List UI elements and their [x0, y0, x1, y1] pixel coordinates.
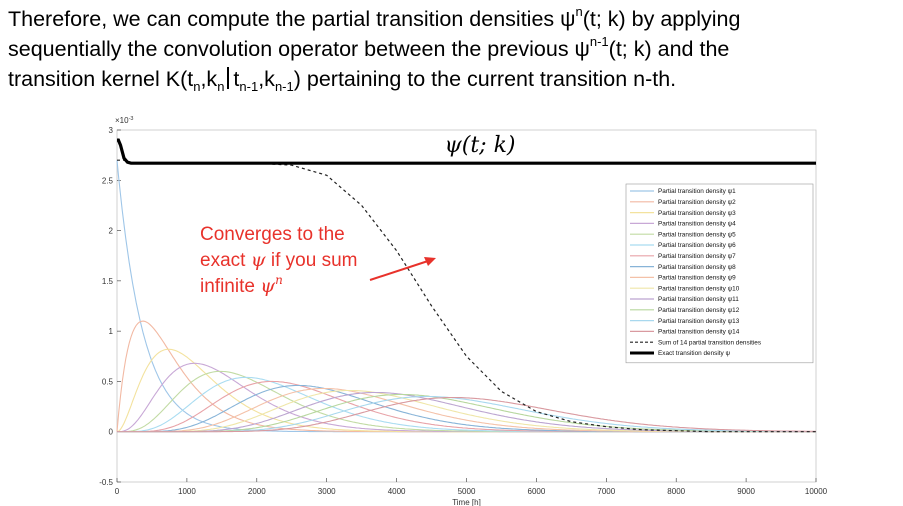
legend-box: [625, 183, 814, 364]
intro-line-2-end: (t; k) and the: [608, 37, 730, 61]
exact-line: [116, 138, 816, 165]
x-tick-label: 8000: [667, 487, 685, 496]
intro-line-1-end: (t; k) by applying: [582, 7, 741, 31]
annotation-arrow-head: [424, 257, 436, 266]
series-line-6: [117, 376, 816, 433]
sum-line: [117, 159, 816, 433]
exact-series: [116, 138, 816, 165]
annotation-psi: ψ: [251, 249, 267, 271]
x-tick-label: 4000: [388, 487, 406, 496]
intro-line-3-sub1: n: [193, 79, 201, 94]
legend-label: Partial transition density ψ8: [658, 264, 736, 271]
intro-line-1-text: Therefore, we can compute the partial tr…: [8, 7, 576, 31]
intro-line-3-b: ,k: [200, 67, 218, 91]
series-line-12: [117, 393, 816, 433]
x-tick-label: 3000: [318, 487, 336, 496]
legend-label: Partial transition density ψ5: [658, 231, 736, 238]
intro-line-3-e: ) pertaining to the current transition n…: [293, 67, 677, 91]
x-tick-label: 1000: [178, 487, 196, 496]
annotation-line-3: infinite ψn: [200, 273, 283, 297]
y-exponent-label: ×10-3: [115, 116, 133, 125]
legend-label: Partial transition density ψ6: [658, 242, 736, 249]
intro-line-3-d: ,k: [258, 67, 275, 91]
intro-text: Therefore, we can compute the partial tr…: [8, 4, 898, 94]
intro-line-3-sub4: n-1: [274, 79, 294, 94]
y-tick-label: 3: [109, 126, 114, 135]
series-line-5: [117, 370, 816, 433]
y-exponent-power: -3: [129, 116, 134, 122]
annotation-line-3-pre: infinite: [200, 276, 260, 297]
x-tick-label: 7000: [597, 487, 615, 496]
series-line-14: [117, 396, 816, 433]
legend-label: Partial transition density ψ2: [658, 199, 736, 206]
x-tick-label: 0: [115, 487, 120, 496]
intro-line-2-text: sequentially the convolution operator be…: [8, 37, 590, 61]
x-tick-label: 5000: [458, 487, 476, 496]
x-tick-label: 6000: [528, 487, 546, 496]
legend-label: Partial transition density ψ12: [658, 307, 740, 314]
axes: 0 1000 2000 3000 4000 5000 6000 7000 8000 9000 100…: [99, 116, 827, 506]
intro-line-2: sequentially the convolution operator be…: [8, 34, 898, 64]
annotation-psi-n-sup: n: [275, 273, 283, 287]
legend-label: Partial transition density ψ11: [658, 296, 739, 303]
intro-line-2-sup: n-1: [589, 34, 609, 49]
conditional-bar: [227, 67, 230, 89]
legend-label-sum: Sum of 14 partial transition densities: [658, 339, 761, 346]
x-tick-label: 9000: [737, 487, 755, 496]
annotation-line-2-pre: exact: [200, 250, 251, 271]
sum-series: [117, 159, 816, 433]
x-axis-label: Time [h]: [452, 498, 481, 506]
annotation-line-2-post: if you sum: [266, 250, 358, 271]
intro-line-1-sup: n: [575, 4, 583, 19]
intro-line-3-c: t: [233, 67, 240, 91]
intro-line-3-sub3: n-1: [239, 79, 259, 94]
legend-label: Partial transition density ψ3: [658, 210, 736, 217]
y-tick-label: 2.5: [102, 176, 114, 185]
legend-label: Partial transition density ψ7: [658, 253, 736, 260]
y-tick-label: 1.5: [102, 277, 114, 286]
x-tick-label: 10000: [805, 487, 828, 496]
y-tick-label: -0.5: [99, 478, 113, 487]
legend-label-exact: Exact transition density ψ: [658, 350, 730, 357]
legend: Partial transition density ψ1 Partial tra…: [625, 183, 814, 364]
annotation-line-2: exact ψ if you sum: [200, 249, 357, 271]
legend-label: Partial transition density ψ14: [658, 329, 740, 336]
intro-line-3: transition kernel K(tn,kn tn-1,kn-1) pert…: [8, 64, 898, 94]
x-tick-label: 2000: [248, 487, 266, 496]
intro-line-3-a: transition kernel K(t: [8, 67, 194, 91]
series-line-8: [117, 384, 816, 433]
intro-line-3-sub2: n: [217, 79, 225, 94]
legend-label: Partial transition density ψ9: [658, 275, 736, 282]
annotation-arrow: [369, 257, 436, 281]
annotation-line-1: Converges to the: [200, 224, 345, 245]
legend-label: Partial transition density ψ10: [658, 285, 740, 292]
y-tick-label: 0: [109, 428, 114, 437]
y-tick-label: 1: [109, 327, 114, 336]
annotation-psi-n: ψ: [260, 275, 276, 297]
legend-label: Partial transition density ψ4: [658, 221, 736, 228]
legend-label: Partial transition density ψ13: [658, 318, 740, 325]
chart-title: ψ(t; k): [445, 133, 516, 158]
intro-line-1: Therefore, we can compute the partial tr…: [8, 4, 898, 34]
annotation-arrow-line: [369, 260, 429, 281]
legend-label: Partial transition density ψ1: [658, 188, 736, 195]
y-tick-label: 2: [109, 227, 114, 236]
y-tick-label: 0.5: [102, 377, 114, 386]
